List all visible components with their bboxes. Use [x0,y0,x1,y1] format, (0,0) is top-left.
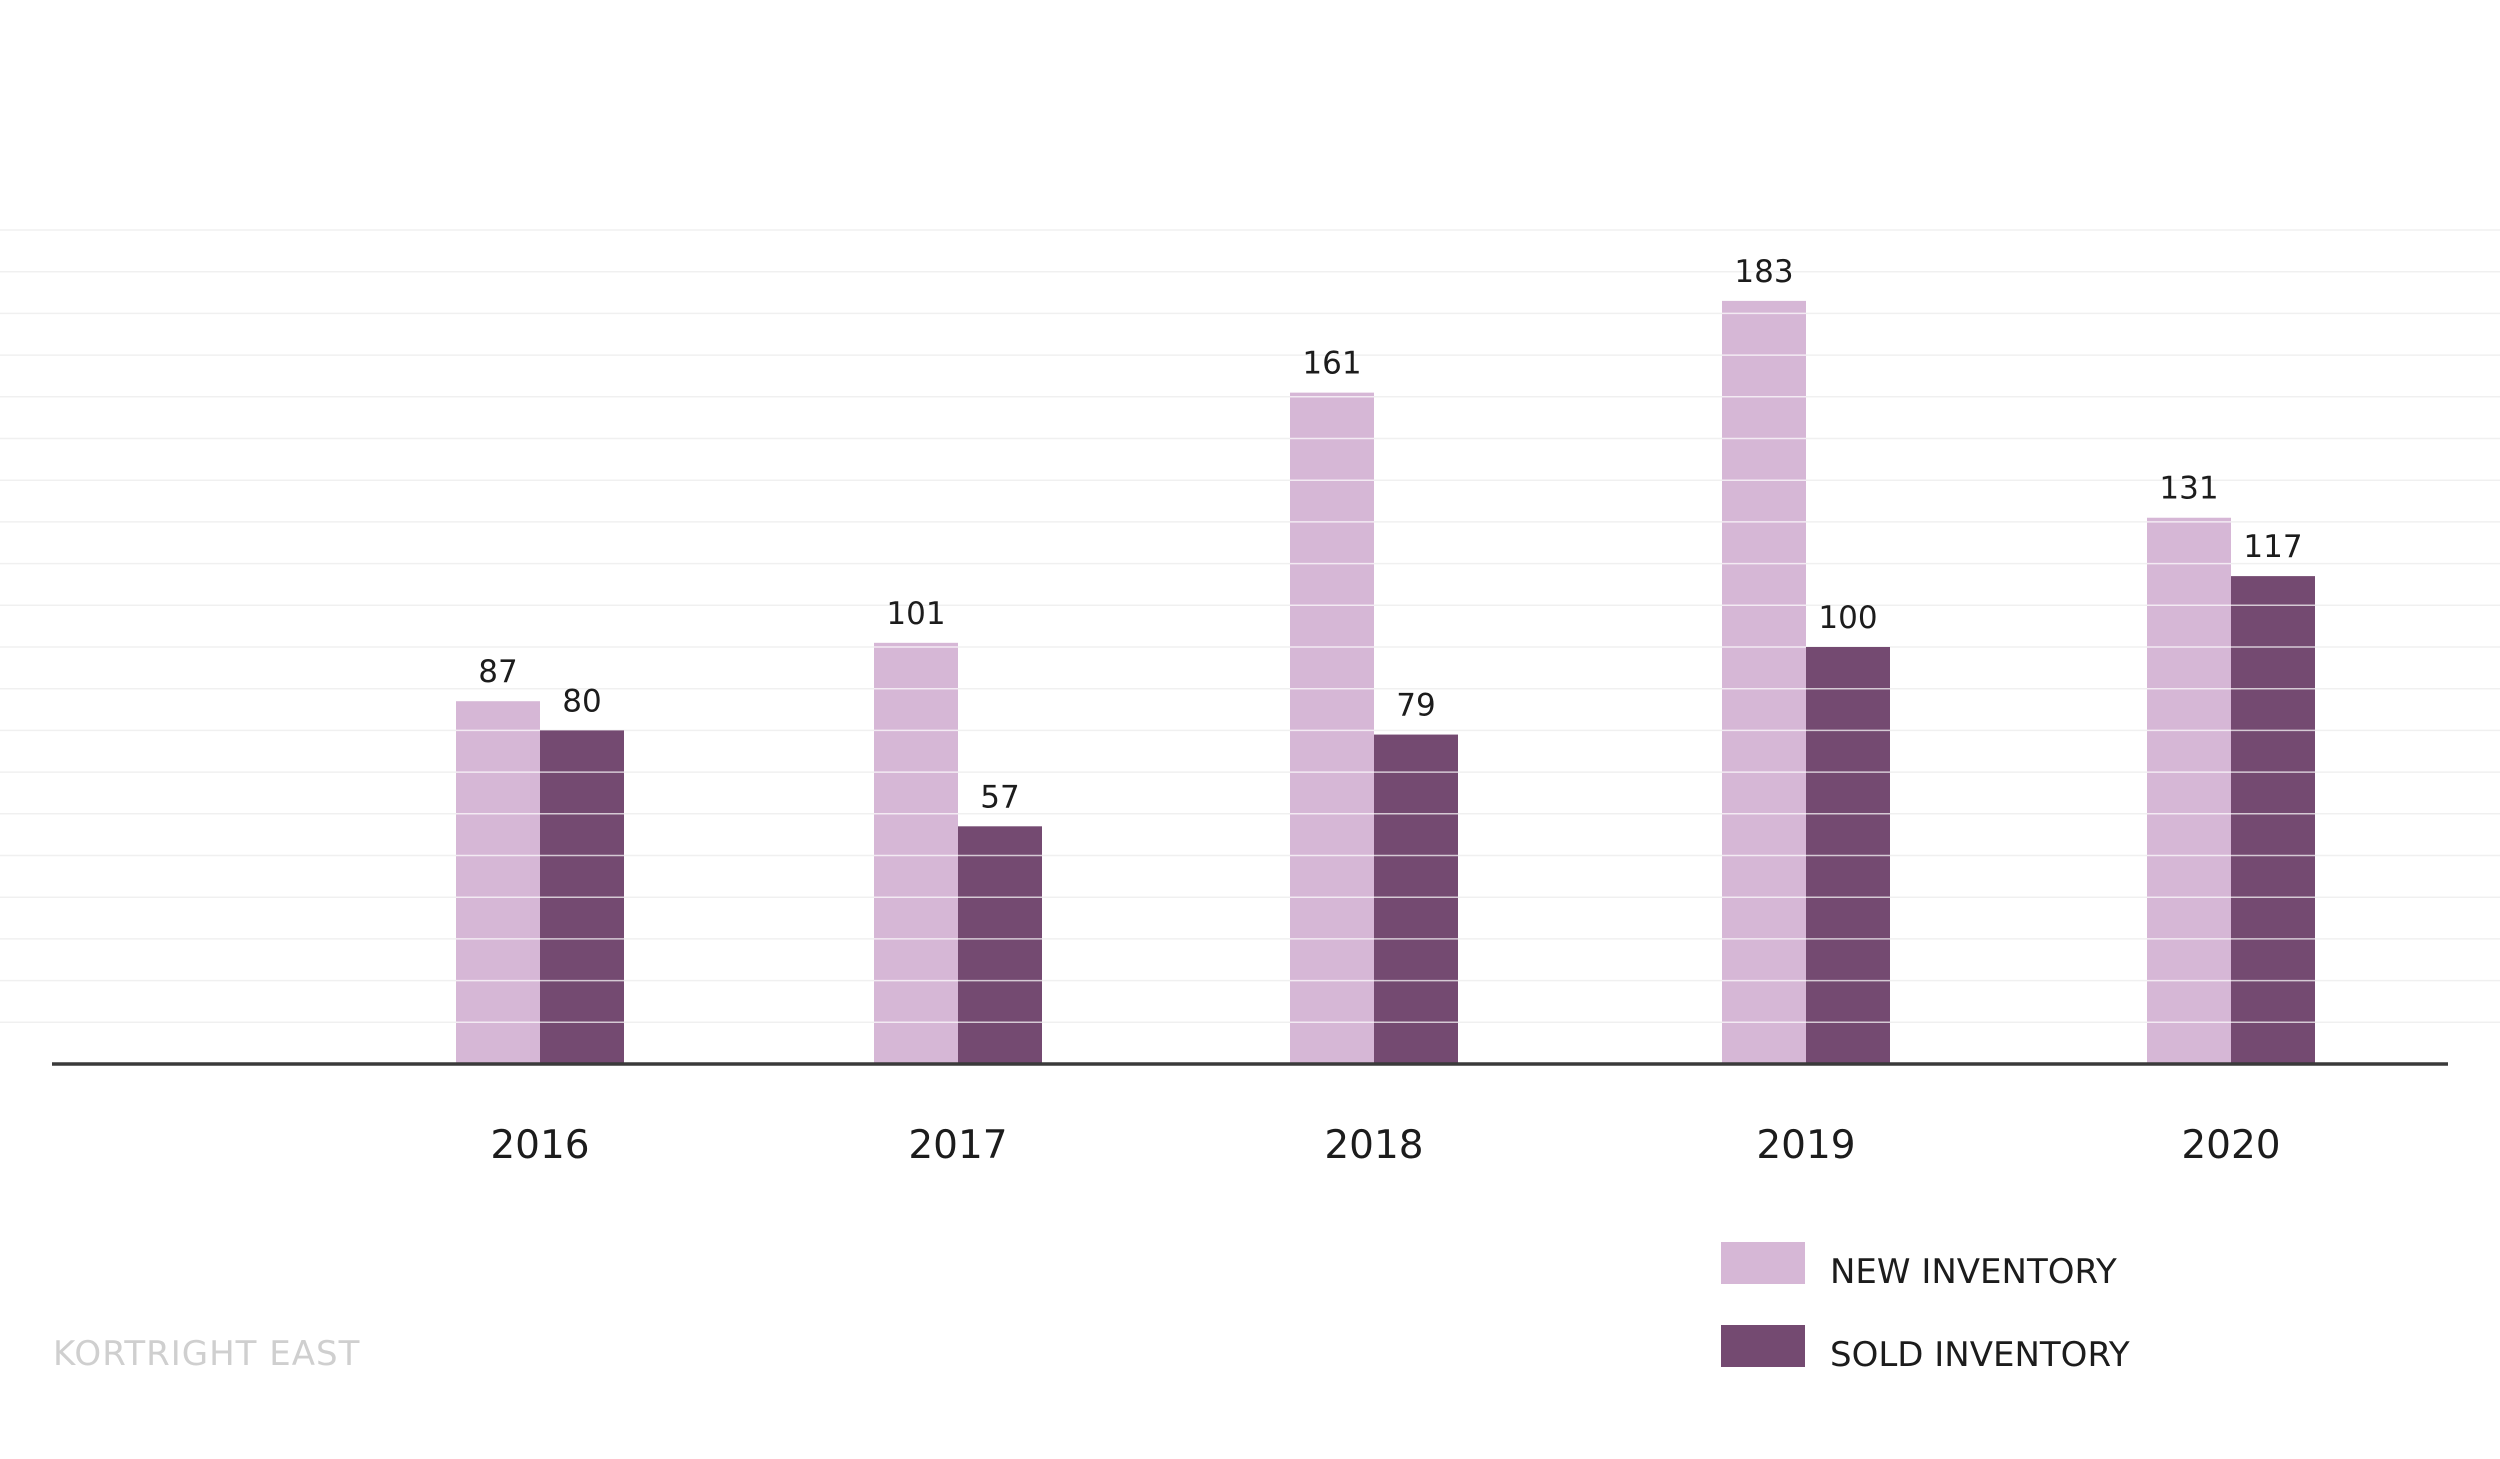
data-label-sold-inventory-2018: 79 [1396,688,1435,724]
legend-swatch-sold-inventory [1721,1325,1805,1367]
data-label-new-inventory-2019: 183 [1734,254,1793,290]
x-tick-label-2016: 2016 [490,1123,589,1168]
gridlines [0,229,2500,1024]
data-label-sold-inventory-2019: 100 [1818,600,1877,636]
x-tick-labels: 2016 2017 2018 2019 2020 [490,1123,2280,1168]
bar-new-inventory-2020 [2147,517,2231,1064]
x-tick-label-2020: 2020 [2181,1123,2280,1168]
legend-swatch-new-inventory [1721,1242,1805,1284]
bar-sold-inventory-2020 [2231,576,2315,1064]
data-labels: 87 80 101 57 161 79 183 100 131 117 [478,254,2302,815]
data-label-new-inventory-2020: 131 [2159,471,2218,507]
bars [456,300,2315,1064]
data-label-sold-inventory-2016: 80 [562,683,601,719]
data-label-new-inventory-2017: 101 [886,596,945,632]
bar-sold-inventory-2017 [958,826,1042,1064]
x-tick-label-2017: 2017 [908,1123,1007,1168]
x-tick-label-2019: 2019 [1756,1123,1855,1168]
legend: NEW INVENTORY SOLD INVENTORY [1721,1242,2130,1375]
bar-new-inventory-2019 [1722,300,1806,1064]
data-label-new-inventory-2016: 87 [478,654,517,690]
bar-separators [456,312,2315,1024]
legend-label-sold-inventory: SOLD INVENTORY [1830,1335,2130,1375]
data-label-new-inventory-2018: 161 [1302,346,1361,382]
x-tick-label-2018: 2018 [1324,1123,1423,1168]
bar-new-inventory-2017 [874,642,958,1064]
bar-sold-inventory-2018 [1374,734,1458,1064]
data-label-sold-inventory-2020: 117 [2243,529,2302,565]
data-label-sold-inventory-2017: 57 [980,779,1019,815]
bar-new-inventory-2018 [1290,392,1374,1064]
legend-label-new-inventory: NEW INVENTORY [1830,1252,2117,1292]
watermark-text: KORTRIGHT EAST [53,1334,361,1374]
bar-new-inventory-2016 [456,701,540,1064]
